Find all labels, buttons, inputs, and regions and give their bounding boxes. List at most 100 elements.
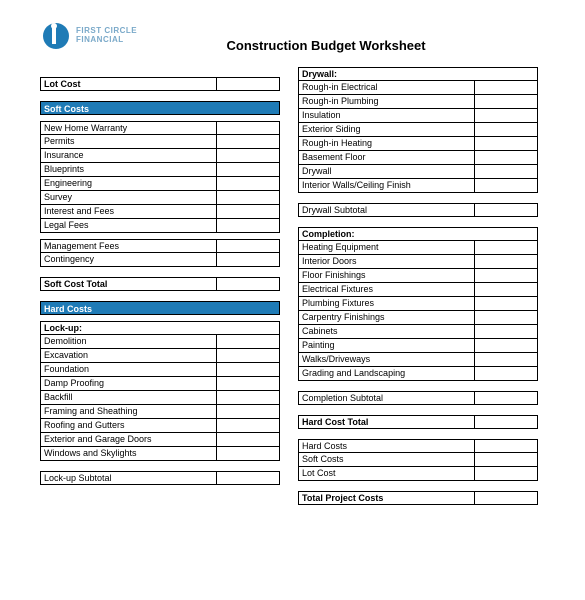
item-value[interactable] — [217, 253, 279, 266]
item-value[interactable] — [217, 363, 279, 376]
item-value[interactable] — [217, 419, 279, 432]
item-value[interactable] — [475, 297, 537, 310]
item-value[interactable] — [475, 137, 537, 150]
lot-cost-value[interactable] — [217, 78, 279, 90]
project-total-value[interactable] — [475, 492, 537, 504]
item-label: Hard Costs — [299, 440, 475, 452]
item-label: Engineering — [41, 177, 217, 190]
item-label: Exterior and Garage Doors — [41, 433, 217, 446]
item-value[interactable] — [475, 179, 537, 192]
lot-cost-row: Lot Cost — [40, 77, 280, 91]
drywall-title-row: Drywall: — [298, 67, 538, 81]
item-value[interactable] — [217, 349, 279, 362]
completion-title-row: Completion: — [298, 227, 538, 241]
table-row: Rough-in Electrical — [298, 81, 538, 95]
table-row: Interior Doors — [298, 255, 538, 269]
item-label: Heating Equipment — [299, 241, 475, 254]
item-value[interactable] — [475, 453, 537, 466]
table-row: Basement Floor — [298, 151, 538, 165]
item-value[interactable] — [217, 205, 279, 218]
item-label: Soft Costs — [299, 453, 475, 466]
item-value[interactable] — [217, 219, 279, 232]
table-row: Interest and Fees — [40, 205, 280, 219]
item-value[interactable] — [217, 177, 279, 190]
item-label: Exterior Siding — [299, 123, 475, 136]
table-row: Heating Equipment — [298, 241, 538, 255]
item-value[interactable] — [217, 240, 279, 252]
item-value[interactable] — [217, 122, 279, 134]
item-value[interactable] — [217, 163, 279, 176]
item-label: Rough-in Plumbing — [299, 95, 475, 108]
item-value[interactable] — [217, 377, 279, 390]
lockup-subtotal-value[interactable] — [217, 472, 279, 484]
lot-cost-label: Lot Cost — [41, 78, 217, 90]
table-row: Insulation — [298, 109, 538, 123]
item-value[interactable] — [475, 269, 537, 282]
project-total-label: Total Project Costs — [299, 492, 475, 504]
item-value[interactable] — [217, 391, 279, 404]
table-row: Soft Costs — [298, 453, 538, 467]
item-label: Lot Cost — [299, 467, 475, 480]
hard-total-value[interactable] — [475, 416, 537, 428]
item-label: Management Fees — [41, 240, 217, 252]
item-value[interactable] — [475, 367, 537, 380]
item-value[interactable] — [475, 255, 537, 268]
item-label: Insulation — [299, 109, 475, 122]
item-value[interactable] — [217, 335, 279, 348]
table-row: Demolition — [40, 335, 280, 349]
lockup-subtotal-label: Lock-up Subtotal — [41, 472, 217, 484]
item-label: Plumbing Fixtures — [299, 297, 475, 310]
item-value[interactable] — [217, 149, 279, 162]
table-row: Contingency — [40, 253, 280, 267]
table-row: Painting — [298, 339, 538, 353]
item-value[interactable] — [475, 95, 537, 108]
item-value[interactable] — [475, 311, 537, 324]
hard-total-row: Hard Cost Total — [298, 415, 538, 429]
left-column: Lot Cost Soft Costs New Home Warranty Pe… — [40, 67, 280, 505]
table-row: Management Fees — [40, 239, 280, 253]
item-value[interactable] — [475, 241, 537, 254]
item-label: Walks/Driveways — [299, 353, 475, 366]
item-value[interactable] — [475, 109, 537, 122]
table-row: Hard Costs — [298, 439, 538, 453]
item-label: Electrical Fixtures — [299, 283, 475, 296]
completion-subtotal-label: Completion Subtotal — [299, 392, 475, 404]
item-value[interactable] — [217, 135, 279, 148]
table-row: Exterior and Garage Doors — [40, 433, 280, 447]
table-row: Rough-in Plumbing — [298, 95, 538, 109]
hard-total-label: Hard Cost Total — [299, 416, 475, 428]
soft-costs-header: Soft Costs — [40, 101, 280, 115]
item-value[interactable] — [475, 467, 537, 480]
logo-mark-icon — [40, 20, 72, 52]
drywall-title: Drywall: — [299, 68, 537, 80]
table-row: Floor Finishings — [298, 269, 538, 283]
completion-subtotal-value[interactable] — [475, 392, 537, 404]
project-total-row: Total Project Costs — [298, 491, 538, 505]
item-value[interactable] — [475, 123, 537, 136]
item-value[interactable] — [217, 433, 279, 446]
item-label: Grading and Landscaping — [299, 367, 475, 380]
table-row: Backfill — [40, 391, 280, 405]
completion-title: Completion: — [299, 228, 537, 240]
item-value[interactable] — [475, 81, 537, 94]
item-value[interactable] — [475, 283, 537, 296]
soft-total-row: Soft Cost Total — [40, 277, 280, 291]
item-value[interactable] — [475, 165, 537, 178]
item-value[interactable] — [217, 405, 279, 418]
item-label: Rough-in Electrical — [299, 81, 475, 94]
item-value[interactable] — [217, 447, 279, 460]
item-value[interactable] — [475, 339, 537, 352]
item-value[interactable] — [475, 440, 537, 452]
item-value[interactable] — [475, 151, 537, 164]
table-row: Legal Fees — [40, 219, 280, 233]
header: FIRST CIRCLE FINANCIAL Construction Budg… — [40, 20, 545, 53]
table-row: Grading and Landscaping — [298, 367, 538, 381]
soft-total-value[interactable] — [217, 278, 279, 290]
item-value[interactable] — [475, 353, 537, 366]
item-value[interactable] — [217, 191, 279, 204]
lockup-subtotal-row: Lock-up Subtotal — [40, 471, 280, 485]
drywall-subtotal-value[interactable] — [475, 204, 537, 216]
item-label: Cabinets — [299, 325, 475, 338]
item-label: Painting — [299, 339, 475, 352]
item-value[interactable] — [475, 325, 537, 338]
